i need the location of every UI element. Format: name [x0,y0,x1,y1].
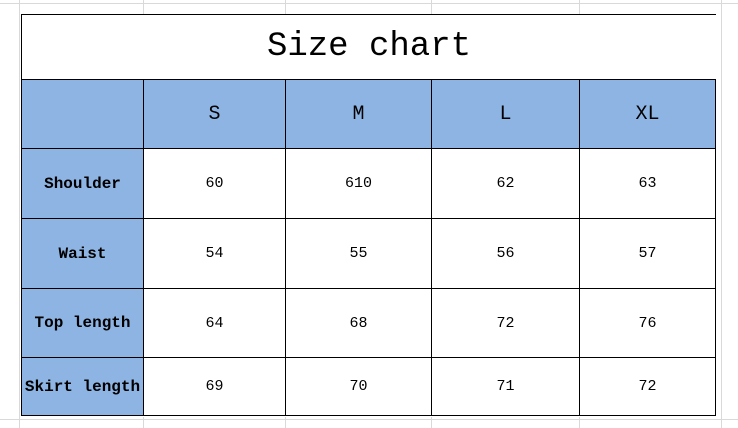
cell-shoulder-xl[interactable]: 63 [580,149,715,218]
gridline-vertical [579,0,580,14]
cell-top-length-xl[interactable]: 76 [580,289,715,357]
gridline-vertical [431,0,432,14]
cell-skirt-length-s[interactable]: 69 [144,358,285,415]
cell-shoulder-m[interactable]: 610 [286,149,431,218]
gridline-vertical [143,0,144,14]
cell-top-length-s[interactable]: 64 [144,289,285,357]
header-cell-m[interactable]: M [286,80,431,148]
cell-shoulder-l[interactable]: 62 [432,149,579,218]
cell-waist-m[interactable]: 55 [286,219,431,288]
cell-skirt-length-l[interactable]: 71 [432,358,579,415]
gridline-vertical [579,417,580,428]
header-cell-xl[interactable]: XL [580,80,715,148]
page-title: Size chart [266,28,472,66]
cell-top-length-l[interactable]: 72 [432,289,579,357]
cell-waist-l[interactable]: 56 [432,219,579,288]
cell-waist-s[interactable]: 54 [144,219,285,288]
gridline-vertical [431,417,432,428]
row-label-waist[interactable]: Waist [22,219,143,288]
cell-waist-xl[interactable]: 57 [580,219,715,288]
gridline-vertical [721,0,722,428]
cell-shoulder-s[interactable]: 60 [144,149,285,218]
row-label-shoulder[interactable]: Shoulder [22,149,143,218]
gridline-vertical [19,0,20,428]
title-cell[interactable]: Size chart [21,14,716,79]
header-cell-s[interactable]: S [144,80,285,148]
size-table: S M L XL Shoulder 60 610 62 63 Waist 54 … [21,79,716,416]
cell-skirt-length-m[interactable]: 70 [286,358,431,415]
gridline-vertical [143,417,144,428]
gridline-vertical [285,417,286,428]
cell-skirt-length-xl[interactable]: 72 [580,358,715,415]
gridline-horizontal [0,419,738,420]
header-cell-l[interactable]: L [432,80,579,148]
row-label-skirt-length[interactable]: Skirt length [22,358,143,415]
gridline-vertical [285,0,286,14]
row-label-top-length[interactable]: Top length [22,289,143,357]
header-cell-corner[interactable] [22,80,143,148]
gridline-horizontal [0,3,738,4]
cell-top-length-m[interactable]: 68 [286,289,431,357]
